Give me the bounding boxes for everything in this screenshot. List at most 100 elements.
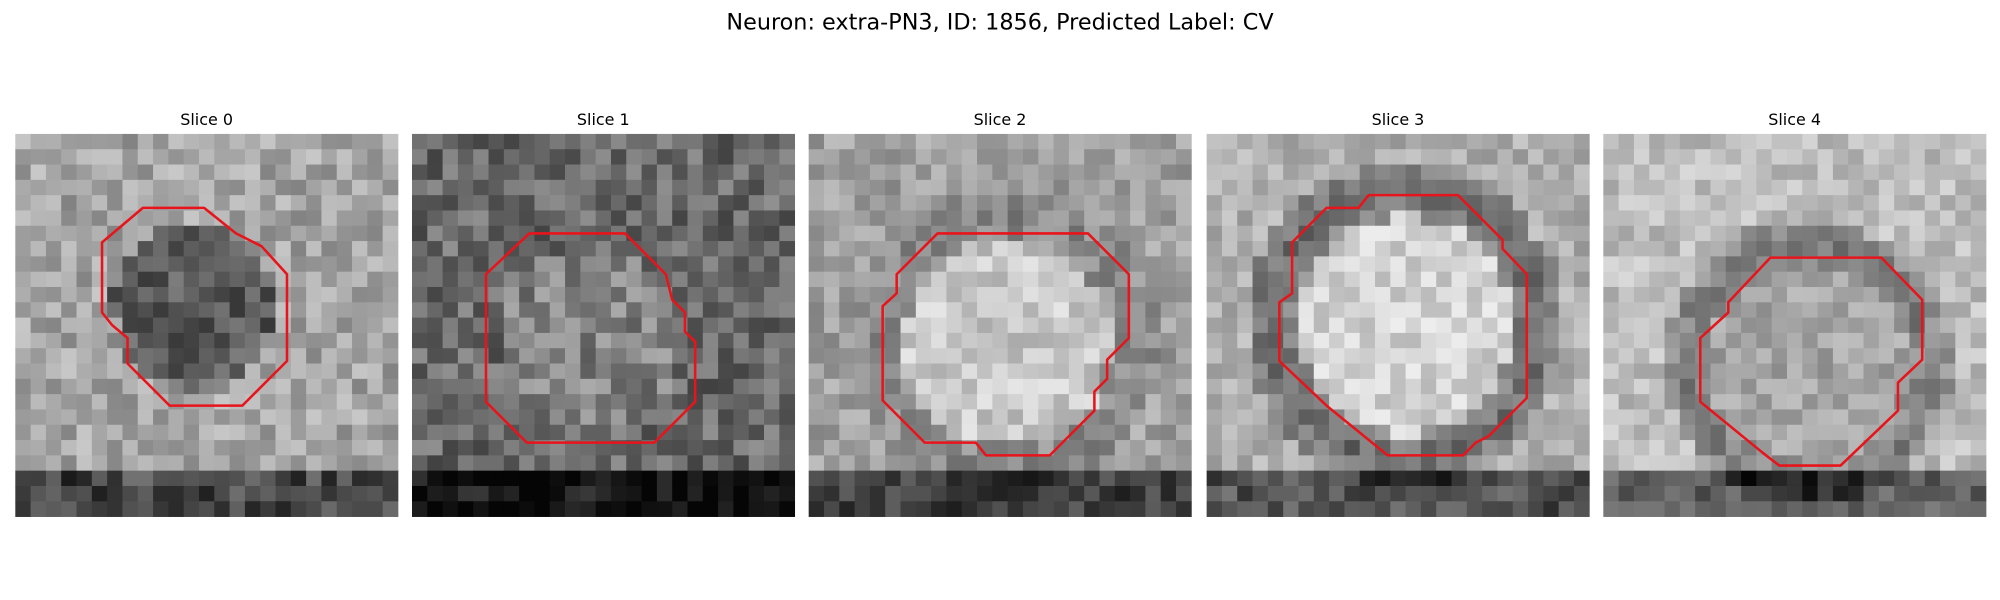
pixel: [1940, 271, 1956, 288]
pixel: [1649, 195, 1665, 211]
pixel: [1863, 256, 1880, 273]
pixel: [1267, 485, 1284, 502]
pixel: [764, 363, 780, 380]
pixel: [411, 241, 428, 257]
pixel: [1558, 485, 1575, 502]
pixel: [977, 409, 993, 426]
pixel: [183, 363, 200, 380]
pixel: [122, 363, 139, 380]
pixel: [1114, 133, 1131, 150]
pixel: [153, 332, 169, 349]
pixel: [595, 271, 612, 288]
pixel: [153, 317, 169, 334]
pixel: [610, 485, 627, 502]
pixel: [1206, 363, 1223, 380]
pixel: [672, 179, 688, 196]
pixel: [519, 501, 535, 517]
slice-panel: [15, 133, 399, 517]
pixel: [290, 440, 307, 456]
pixel: [915, 179, 932, 196]
pixel: [1252, 149, 1269, 165]
pixel: [275, 149, 292, 165]
pixel: [260, 286, 276, 303]
pixel: [977, 179, 993, 196]
pixel: [1313, 133, 1330, 150]
pixel: [1679, 378, 1696, 395]
pixel: [931, 302, 947, 318]
pixel: [1283, 501, 1299, 517]
pixel: [1528, 440, 1544, 456]
pixel: [45, 485, 62, 502]
pixel: [183, 225, 200, 242]
pixel: [107, 455, 123, 472]
pixel: [549, 195, 566, 211]
pixel: [153, 363, 169, 380]
pixel: [931, 440, 947, 456]
pixel: [1451, 440, 1468, 456]
pixel: [672, 440, 688, 456]
pixel: [656, 225, 673, 242]
pixel: [900, 440, 917, 456]
pixel: [244, 363, 261, 380]
pixel: [915, 133, 932, 150]
pixel: [1878, 164, 1895, 181]
pixel: [869, 256, 886, 273]
pixel: [1405, 378, 1422, 395]
pixel: [1618, 394, 1635, 410]
pixel: [1313, 485, 1330, 502]
pixel: [534, 149, 551, 165]
pixel: [1451, 348, 1468, 364]
pixel: [137, 455, 154, 472]
pixel: [1497, 241, 1514, 257]
pixel: [1771, 317, 1788, 334]
pixel: [411, 133, 428, 150]
pixel: [718, 378, 734, 395]
pixel: [352, 317, 368, 334]
pixel: [869, 409, 886, 426]
pixel: [473, 133, 489, 150]
pixel: [1482, 470, 1498, 487]
pixel: [1206, 225, 1223, 242]
pixel: [1695, 302, 1711, 318]
pixel: [122, 501, 139, 517]
pixel: [764, 317, 780, 334]
pixel: [1618, 363, 1635, 380]
pixel: [91, 363, 108, 380]
pixel: [1022, 348, 1039, 364]
pixel: [1482, 348, 1498, 364]
pixel: [1145, 286, 1162, 303]
pixel: [672, 225, 688, 242]
pixel: [1679, 455, 1696, 472]
pixel: [1528, 302, 1544, 318]
pixel: [488, 455, 505, 472]
pixel: [367, 179, 384, 196]
pixel: [1252, 179, 1269, 196]
pixel: [595, 302, 612, 318]
pixel: [1420, 363, 1437, 380]
pixel: [260, 149, 276, 165]
pixel: [946, 179, 963, 196]
panel-title: Slice 1: [577, 110, 630, 129]
pixel: [946, 195, 963, 211]
pixel: [1695, 470, 1711, 487]
pixel: [1970, 195, 1987, 211]
pixel: [1633, 225, 1650, 242]
pixel: [1497, 440, 1514, 456]
pixel: [122, 179, 139, 196]
pixel: [1298, 195, 1315, 211]
pixel: [1603, 195, 1620, 211]
pixel: [580, 133, 597, 150]
pixel: [1679, 210, 1696, 227]
pixel: [168, 164, 185, 181]
pixel: [1573, 394, 1590, 410]
pixel: [946, 455, 963, 472]
pixel: [992, 317, 1009, 334]
pixel: [1603, 485, 1620, 502]
pixel: [1528, 394, 1544, 410]
pixel: [1786, 455, 1803, 472]
pixel: [1618, 195, 1635, 211]
pixel: [457, 225, 474, 242]
pixel: [718, 179, 734, 196]
pixel: [702, 348, 719, 364]
pixel: [1512, 501, 1529, 517]
